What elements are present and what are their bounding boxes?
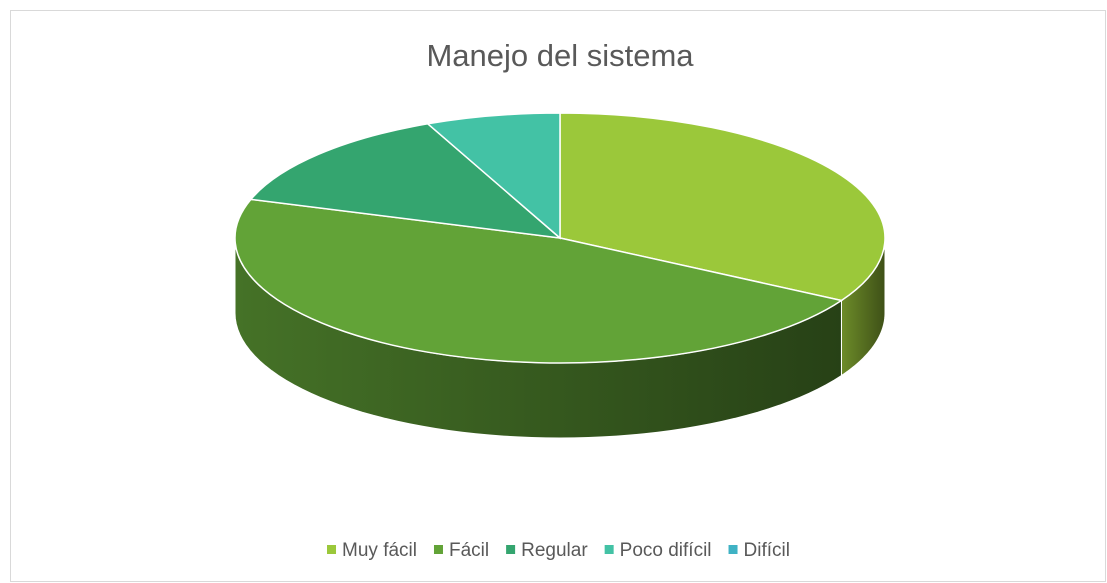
legend-swatch <box>506 545 516 554</box>
legend-swatch <box>327 545 337 554</box>
slice <box>234 198 844 364</box>
legend-label: Difícil <box>744 540 790 561</box>
legend-item: Difícil <box>728 540 790 561</box>
legend-label: Muy fácil <box>342 540 417 561</box>
legend-item: Regular <box>506 540 588 561</box>
legend-item: Fácil <box>433 540 489 561</box>
legend-swatch <box>433 545 443 554</box>
legend-label: Poco difícil <box>620 540 712 561</box>
legend-label: Fácil <box>449 540 489 561</box>
legend-swatch <box>728 545 738 554</box>
slice <box>559 112 886 302</box>
slice <box>426 112 561 240</box>
legend-swatch <box>604 545 614 554</box>
slice <box>249 123 563 240</box>
legend-item: Muy fácil <box>327 540 417 561</box>
legend-item: Poco difícil <box>604 540 712 561</box>
chart-title: Manejo del sistema <box>426 38 694 73</box>
legend: Muy fácil Fácil Regular Poco difícil Difícil <box>327 540 790 561</box>
legend-label: Regular <box>521 540 588 561</box>
